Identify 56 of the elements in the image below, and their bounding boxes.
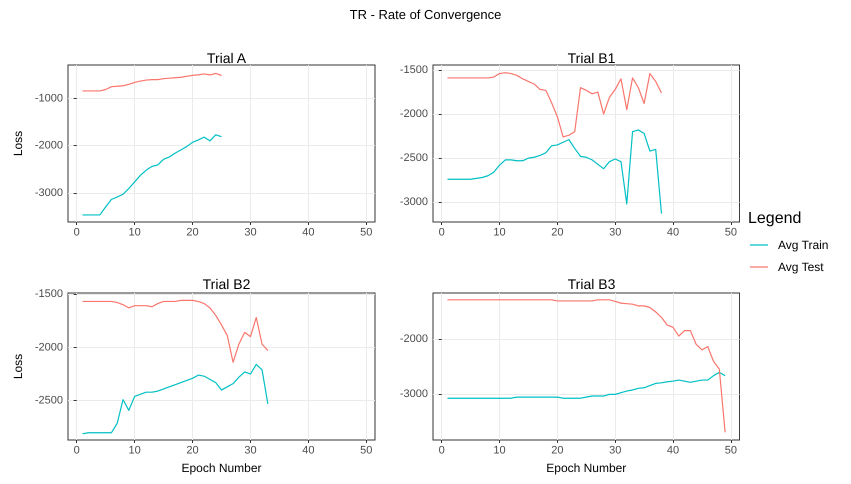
y-tick-label: -2000 xyxy=(400,332,428,345)
x-tick-label: 30 xyxy=(609,226,622,238)
x-tick-label: 10 xyxy=(128,226,141,238)
x-tick-label: 0 xyxy=(438,444,445,456)
x-axis-title: Epoch Number xyxy=(181,461,262,475)
y-tick-label: -3000 xyxy=(34,186,63,199)
x-tick-label: 50 xyxy=(360,226,372,238)
line-series xyxy=(82,364,268,434)
chart-title: Trial B3 xyxy=(568,276,616,292)
y-tick-label: -2500 xyxy=(34,394,63,407)
x-tick-label: 20 xyxy=(186,226,199,238)
x-tick-label: 10 xyxy=(493,226,506,238)
chart-title: Trial B1 xyxy=(568,50,616,66)
y-tick-label: -3000 xyxy=(400,388,428,400)
line-series xyxy=(446,299,726,433)
x-tick-label: 20 xyxy=(551,444,564,456)
x-tick-label: 0 xyxy=(438,226,445,238)
x-tick-label: 50 xyxy=(724,226,738,238)
x-tick-label: 0 xyxy=(74,444,80,456)
x-tick-label: 50 xyxy=(724,444,738,456)
y-tick-label: -2000 xyxy=(34,341,63,354)
y-tick-label: -2500 xyxy=(400,152,428,164)
x-tick-label: 10 xyxy=(493,444,506,456)
line-series xyxy=(446,72,662,138)
x-tick-label: 40 xyxy=(666,226,680,238)
chart-title: Trial B2 xyxy=(202,276,251,292)
x-axis-title: Epoch Number xyxy=(546,461,626,475)
legend-label: Avg Train xyxy=(778,238,828,252)
x-tick-label: 20 xyxy=(551,226,564,238)
chart-title: Trial A xyxy=(206,50,247,66)
x-tick-label: 30 xyxy=(244,444,257,456)
y-tick-label: -2000 xyxy=(34,140,63,152)
y-axis-title: Loss xyxy=(10,354,25,380)
line-series xyxy=(82,134,222,216)
y-tick-label: -1500 xyxy=(34,288,63,300)
y-tick-label: -3000 xyxy=(400,196,428,208)
legend-title: Legend xyxy=(748,210,802,228)
line-series xyxy=(82,300,268,363)
x-tick-label: 40 xyxy=(302,226,315,238)
x-tick-label: 0 xyxy=(74,226,80,238)
x-tick-label: 40 xyxy=(666,444,680,456)
x-tick-label: 50 xyxy=(360,444,372,456)
y-axis-title: Loss xyxy=(10,130,25,156)
text: TR - Rate of Convergence xyxy=(348,7,502,22)
line-series xyxy=(446,129,662,214)
line-series xyxy=(82,72,222,92)
y-tick-label: -2000 xyxy=(400,108,428,120)
y-tick-label: -1000 xyxy=(34,92,63,104)
legend-label: Avg Test xyxy=(778,260,824,274)
x-tick-label: 30 xyxy=(244,226,257,238)
x-tick-label: 40 xyxy=(302,444,315,456)
x-tick-label: 20 xyxy=(186,444,199,456)
line-series xyxy=(446,372,726,399)
y-tick-label: -1500 xyxy=(400,64,428,76)
x-tick-label: 10 xyxy=(128,444,141,456)
x-tick-label: 30 xyxy=(609,444,622,456)
